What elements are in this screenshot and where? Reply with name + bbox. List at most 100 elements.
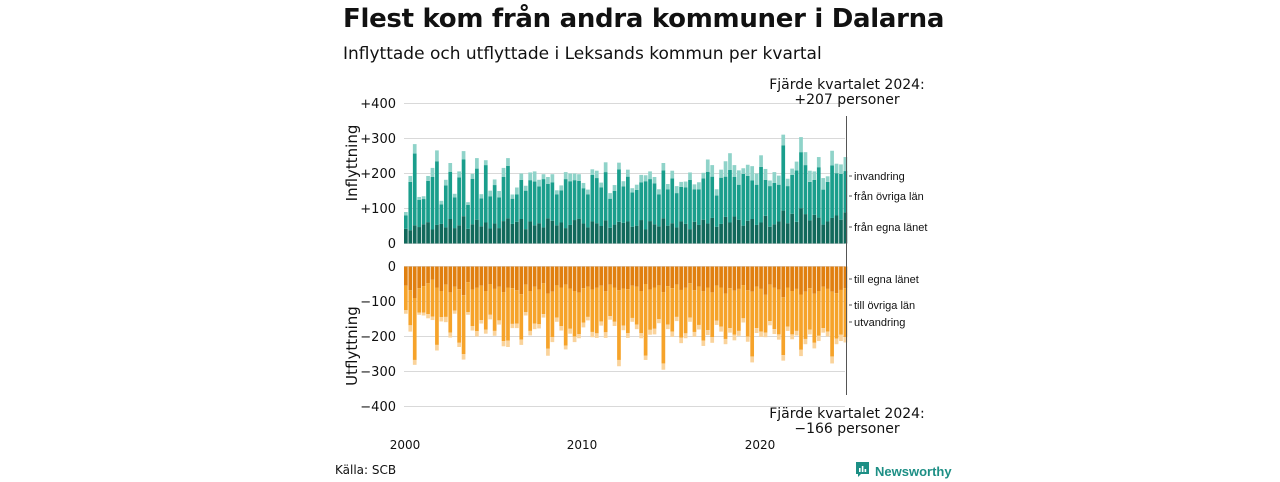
bar-out-ovriga-lan <box>594 287 599 334</box>
bar-out-egna-lanet <box>812 266 817 294</box>
bar-out-egna-lanet <box>799 266 803 295</box>
bar-out-egna-lanet <box>550 266 555 292</box>
bar-in-ovriga-lan <box>816 167 821 218</box>
bar-out-ovriga-lan <box>466 282 470 312</box>
bar-in-egna-lanet <box>621 222 626 244</box>
bar-out-ovriga-lan <box>772 287 777 330</box>
bar-out-utvandring <box>825 331 830 337</box>
segment-labels: invandring från övriga län från egna län… <box>849 171 927 329</box>
bar-in-ovriga-lan <box>621 186 626 223</box>
bar-out-utvandring <box>515 323 519 329</box>
bar-in-invandring <box>812 171 817 180</box>
bar-in-ovriga-lan <box>692 189 697 222</box>
bar-out-egna-lanet <box>594 266 599 288</box>
bar-in-invandring <box>781 134 786 146</box>
bar-out-utvandring <box>630 317 635 322</box>
bar-in-egna-lanet <box>825 221 830 244</box>
bar-out-ovriga-lan <box>608 284 612 317</box>
bar-in-egna-lanet <box>670 223 675 244</box>
bar-in-invandring <box>843 157 848 172</box>
bar-in-egna-lanet <box>839 219 843 244</box>
bar-in-invandring <box>830 150 834 166</box>
bar-in-invandring <box>763 168 768 180</box>
bar-in-invandring <box>626 169 630 177</box>
bar-in-invandring <box>745 164 750 176</box>
bar-in-egna-lanet <box>812 214 817 244</box>
bar-out-utvandring <box>812 342 817 349</box>
bar-in-ovriga-lan <box>719 177 723 224</box>
bar-out-utvandring <box>470 326 475 331</box>
bar-out-utvandring <box>439 317 444 322</box>
bar-in-ovriga-lan <box>688 179 692 230</box>
bar-in-invandring <box>657 189 661 195</box>
bar-in-ovriga-lan <box>519 179 524 219</box>
y-axis-title-utflyttning: Utflyttning <box>343 306 361 386</box>
bar-in-ovriga-lan <box>599 187 604 226</box>
bar-in-ovriga-lan <box>572 180 577 221</box>
bar-in-invandring <box>452 193 457 198</box>
bar-out-egna-lanet <box>408 266 413 291</box>
bar-in-egna-lanet <box>643 229 648 244</box>
bar-out-egna-lanet <box>626 266 630 290</box>
bar-out-egna-lanet <box>608 266 612 285</box>
bar-in-ovriga-lan <box>408 181 413 231</box>
bar-in-invandring <box>648 171 652 180</box>
ytick-in-200: +200 <box>360 167 396 182</box>
bar-in-ovriga-lan <box>834 173 839 216</box>
bar-out-ovriga-lan <box>563 284 568 346</box>
bar-out-utvandring <box>768 321 772 326</box>
brand-logo[interactable]: Newsworthy <box>855 461 952 482</box>
bar-out-utvandring <box>479 320 484 324</box>
source-note: Källa: SCB <box>335 463 397 477</box>
bar-in-egna-lanet <box>550 220 555 244</box>
bar-out-utvandring <box>546 348 550 356</box>
bar-out-utvandring <box>448 332 453 338</box>
bar-in-egna-lanet <box>674 227 679 244</box>
bar-out-egna-lanet <box>776 266 781 290</box>
bar-in-ovriga-lan <box>821 189 826 225</box>
bar-out-egna-lanet <box>492 266 497 289</box>
bar-in-invandring <box>816 157 821 168</box>
bar-out-ovriga-lan <box>568 288 572 329</box>
bar-in-ovriga-lan <box>577 180 581 219</box>
bar-in-invandring <box>510 194 515 199</box>
bar-out-egna-lanet <box>443 266 448 285</box>
bar-out-egna-lanet <box>568 266 572 289</box>
bar-in-egna-lanet <box>794 221 799 244</box>
bar-out-utvandring <box>572 336 577 343</box>
bar-out-egna-lanet <box>830 266 834 292</box>
bar-in-ovriga-lan <box>443 185 448 228</box>
bar-out-egna-lanet <box>590 266 595 290</box>
bar-in-invandring <box>501 167 506 177</box>
bar-out-egna-lanet <box>404 266 408 286</box>
bar-in-invandring <box>461 151 466 160</box>
bar-in-egna-lanet <box>541 227 546 244</box>
bar-out-ovriga-lan <box>843 288 848 338</box>
bar-out-ovriga-lan <box>586 286 590 317</box>
bar-out-utvandring <box>461 354 466 360</box>
bar-out-egna-lanet <box>546 266 550 294</box>
bar-out-ovriga-lan <box>515 290 519 324</box>
bar-in-invandring <box>532 171 537 182</box>
bar-in-ovriga-lan <box>630 192 635 227</box>
bar-in-invandring <box>621 181 626 187</box>
bar-out-utvandring <box>421 312 426 316</box>
bar-out-utvandring <box>612 321 617 326</box>
bar-in-ovriga-lan <box>435 161 439 225</box>
bar-out-egna-lanet <box>470 266 475 290</box>
grid-lines <box>404 103 845 407</box>
bar-out-utvandring <box>701 340 706 346</box>
bar-in-ovriga-lan <box>741 173 746 226</box>
bar-out-ovriga-lan <box>426 283 430 315</box>
bar-in-ovriga-lan <box>483 165 488 223</box>
bar-in-invandring <box>825 176 830 182</box>
bar-in-ovriga-lan <box>710 176 715 218</box>
bar-in-ovriga-lan <box>701 178 706 220</box>
bar-out-egna-lanet <box>586 266 590 287</box>
bar-out-egna-lanet <box>603 266 608 292</box>
bar-in-ovriga-lan <box>657 194 661 227</box>
bar-out-utvandring <box>705 330 710 336</box>
bar-in-invandring <box>488 190 493 197</box>
bar-in-ovriga-lan <box>546 184 550 219</box>
bar-in-invandring <box>768 180 772 187</box>
